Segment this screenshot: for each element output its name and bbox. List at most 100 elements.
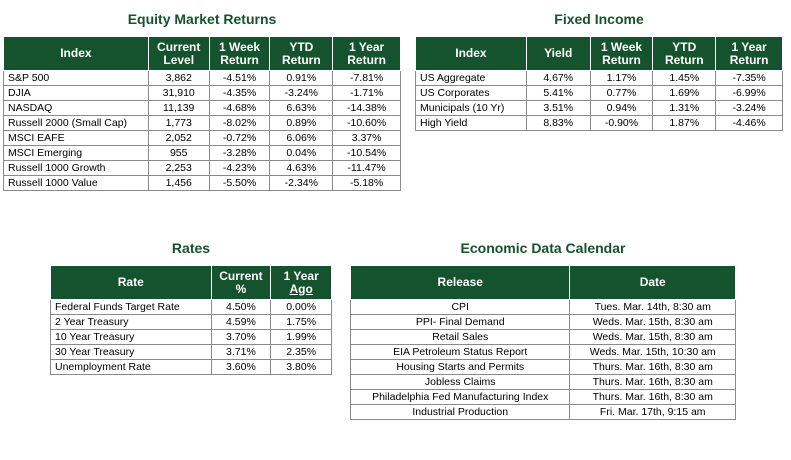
- rate-current: 3.60%: [210, 359, 272, 375]
- fixed-col-ytd: YTD Return: [652, 36, 717, 71]
- index-name: DJIA: [3, 85, 149, 101]
- index-year-return: -10.60%: [332, 115, 401, 131]
- fixed-col-week: 1 Week Return: [589, 36, 654, 71]
- index-year-return: -10.54%: [332, 145, 401, 161]
- rate-name: 30 Year Treasury: [50, 344, 212, 360]
- bond-yield: 5.41%: [525, 85, 591, 101]
- fixed-col-yield: Yield: [525, 36, 591, 71]
- table-row: Russell 1000 Growth 2,253 -4.23% 4.63% -11.4…: [3, 160, 401, 176]
- index-name: Russell 2000 (Small Cap): [3, 115, 149, 131]
- index-ytd-return: -3.24%: [269, 85, 334, 101]
- table-row: US Aggregate 4.67% 1.17% 1.45% -7.35%: [415, 70, 783, 86]
- index-week-return: -3.28%: [208, 145, 271, 161]
- table-row: 10 Year Treasury 3.70% 1.99%: [50, 329, 332, 345]
- table-row: Jobless Claims Thurs. Mar. 16th, 8:30 am: [349, 374, 736, 390]
- fixed-income-table: Index Yield 1 Week Return YTD Return 1 Yea…: [415, 36, 783, 131]
- rate-name: 2 Year Treasury: [50, 314, 212, 330]
- bond-week-return: -0.90%: [589, 115, 654, 131]
- index-year-return: -5.18%: [332, 175, 401, 191]
- table-row: Russell 1000 Value 1,456 -5.50% -2.34% -5.18…: [3, 175, 401, 191]
- table-row: CPI Tues. Mar. 14th, 8:30 am: [349, 299, 736, 315]
- table-row: NASDAQ 11,139 -4.68% 6.63% -14.38%: [3, 100, 401, 116]
- bond-ytd-return: 1.45%: [652, 70, 717, 86]
- fixed-col-index: Index: [415, 36, 527, 71]
- bond-yield: 4.67%: [525, 70, 591, 86]
- table-row: Industrial Production Fri. Mar. 17th, 9:1…: [349, 404, 736, 420]
- table-row: Retail Sales Weds. Mar. 15th, 8:30 am: [349, 329, 736, 345]
- bond-ytd-return: 1.87%: [652, 115, 717, 131]
- table-row: US Corporates 5.41% 0.77% 1.69% -6.99%: [415, 85, 783, 101]
- index-name: Russell 1000 Growth: [3, 160, 149, 176]
- rate-year-ago: 1.99%: [270, 329, 332, 345]
- index-week-return: -5.50%: [208, 175, 271, 191]
- rate-current: 3.71%: [210, 344, 272, 360]
- index-year-return: -11.47%: [332, 160, 401, 176]
- table-row: Federal Funds Target Rate 4.50% 0.00%: [50, 299, 332, 315]
- bond-year-return: -3.24%: [715, 100, 783, 116]
- rates-col-rate: Rate: [50, 265, 212, 300]
- index-year-return: -14.38%: [332, 100, 401, 116]
- index-ytd-return: 0.04%: [269, 145, 334, 161]
- fixed-header-row: Index Yield 1 Week Return YTD Return 1 Yea…: [415, 36, 783, 71]
- table-row: DJIA 31,910 -4.35% -3.24% -1.71%: [3, 85, 401, 101]
- release-name: EIA Petroleum Status Report: [349, 344, 571, 360]
- index-name: MSCI EAFE: [3, 130, 149, 146]
- release-date: Tues. Mar. 14th, 8:30 am: [569, 299, 736, 315]
- index-ytd-return: 0.91%: [269, 70, 334, 86]
- calendar-header-row: Release Date: [349, 265, 736, 300]
- index-level: 955: [147, 145, 210, 161]
- rates-col-year-ago: 1 Year Ago: [270, 265, 332, 300]
- bond-index-name: Municipals (10 Yr): [415, 100, 527, 116]
- release-name: Retail Sales: [349, 329, 571, 345]
- index-name: Russell 1000 Value: [3, 175, 149, 191]
- index-level: 1,773: [147, 115, 210, 131]
- rate-name: 10 Year Treasury: [50, 329, 212, 345]
- equity-title: Equity Market Returns: [127, 11, 277, 27]
- bond-week-return: 1.17%: [589, 70, 654, 86]
- rate-year-ago: 1.75%: [270, 314, 332, 330]
- table-row: S&P 500 3,862 -4.51% 0.91% -7.81%: [3, 70, 401, 86]
- fixed-income-title: Fixed Income: [554, 11, 644, 27]
- equity-col-level: Current Level: [147, 36, 210, 71]
- release-date: Weds. Mar. 15th, 8:30 am: [569, 314, 736, 330]
- equity-col-index: Index: [3, 36, 149, 71]
- table-row: 30 Year Treasury 3.71% 2.35%: [50, 344, 332, 360]
- index-week-return: -0.72%: [208, 130, 271, 146]
- equity-table: Index Current Level 1 Week Return YTD Retur…: [3, 36, 401, 191]
- bond-week-return: 0.94%: [589, 100, 654, 116]
- release-date: Thurs. Mar. 16th, 8:30 am: [569, 389, 736, 405]
- release-date: Fri. Mar. 17th, 9:15 am: [569, 404, 736, 420]
- index-name: S&P 500: [3, 70, 149, 86]
- bond-week-return: 0.77%: [589, 85, 654, 101]
- release-name: CPI: [349, 299, 571, 315]
- release-name: PPI- Final Demand: [349, 314, 571, 330]
- index-name: NASDAQ: [3, 100, 149, 116]
- table-row: High Yield 8.83% -0.90% 1.87% -4.46%: [415, 115, 783, 131]
- equity-col-ytd: YTD Return: [269, 36, 334, 71]
- equity-col-year: 1 Year Return: [332, 36, 401, 71]
- index-level: 2,052: [147, 130, 210, 146]
- release-name: Industrial Production: [349, 404, 571, 420]
- index-year-return: -7.81%: [332, 70, 401, 86]
- table-row: MSCI Emerging 955 -3.28% 0.04% -10.54%: [3, 145, 401, 161]
- rate-name: Federal Funds Target Rate: [50, 299, 212, 315]
- index-week-return: -4.35%: [208, 85, 271, 101]
- rate-year-ago: 0.00%: [270, 299, 332, 315]
- index-level: 11,139: [147, 100, 210, 116]
- index-level: 1,456: [147, 175, 210, 191]
- index-level: 3,862: [147, 70, 210, 86]
- rate-year-ago: 3.80%: [270, 359, 332, 375]
- index-level: 31,910: [147, 85, 210, 101]
- bond-index-name: US Corporates: [415, 85, 527, 101]
- rates-table: Rate Current% 1 Year Ago Federal Funds Ta…: [50, 265, 332, 375]
- bond-year-return: -6.99%: [715, 85, 783, 101]
- release-name: Jobless Claims: [349, 374, 571, 390]
- rate-name: Unemployment Rate: [50, 359, 212, 375]
- rate-current: 4.50%: [210, 299, 272, 315]
- table-row: EIA Petroleum Status Report Weds. Mar. 15…: [349, 344, 736, 360]
- release-date: Thurs. Mar. 16th, 8:30 am: [569, 359, 736, 375]
- release-name: Philadelphia Fed Manufacturing Index: [349, 389, 571, 405]
- bond-yield: 3.51%: [525, 100, 591, 116]
- bond-ytd-return: 1.69%: [652, 85, 717, 101]
- index-week-return: -4.68%: [208, 100, 271, 116]
